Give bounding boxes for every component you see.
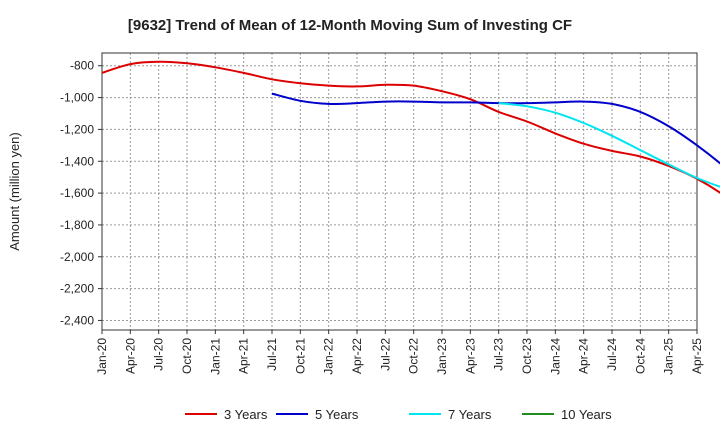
x-tick-label: Jan-23 xyxy=(435,338,449,375)
x-tick-label: Jul-21 xyxy=(265,338,279,371)
series-line-5-years xyxy=(271,92,720,165)
legend-label-5-years: 5 Years xyxy=(315,407,359,422)
y-tick-label: -1,600 xyxy=(60,186,94,200)
x-tick-label: Apr-20 xyxy=(123,338,137,374)
x-tick-label: Oct-21 xyxy=(293,338,307,374)
x-tick-label: Oct-22 xyxy=(407,338,421,374)
y-tick-label: -2,000 xyxy=(60,250,94,264)
y-tick-label: -2,400 xyxy=(60,313,94,327)
x-tick-label: Oct-23 xyxy=(520,338,534,374)
y-axis-label: Amount (million yen) xyxy=(7,132,22,251)
y-tick-label: -800 xyxy=(70,59,94,73)
legend: 3 Years 5 Years 7 Years 10 Years xyxy=(185,407,612,422)
x-tick-label: Apr-23 xyxy=(463,338,477,374)
chart-title: [9632] Trend of Mean of 12-Month Moving … xyxy=(128,17,572,34)
x-tick-label: Jul-24 xyxy=(605,338,619,371)
x-tick-label: Jul-23 xyxy=(492,338,506,371)
series-line-7-years xyxy=(498,102,720,188)
x-tick-label: Jul-20 xyxy=(152,338,166,371)
y-tick-label: -1,800 xyxy=(60,218,94,232)
legend-label-7-years: 7 Years xyxy=(448,407,492,422)
x-tick-label: Jan-21 xyxy=(208,338,222,375)
x-tick-label: Jan-20 xyxy=(95,338,109,375)
y-tick-label: -1,000 xyxy=(60,91,94,105)
x-tick-label: Apr-21 xyxy=(237,338,251,374)
y-tick-label: -1,400 xyxy=(60,154,94,168)
x-tick-label: Apr-24 xyxy=(577,338,591,374)
y-tick-label: -1,200 xyxy=(60,122,94,136)
x-tick-label: Jan-24 xyxy=(548,338,562,375)
x-axis-ticks: Jan-20 Apr-20 Jul-20 Oct-20 Jan-21 Apr-21 Jul-… xyxy=(95,330,704,375)
x-tick-label: Jan-22 xyxy=(322,338,336,375)
x-tick-label: Apr-22 xyxy=(350,338,364,374)
plot-frame xyxy=(101,52,698,331)
x-tick-label: Apr-25 xyxy=(690,338,704,374)
x-tick-label: Oct-20 xyxy=(180,338,194,374)
series-lines xyxy=(101,60,720,194)
y-axis-ticks: -800 -1,000 -1,200 -1,400 -1,600 -1,800 -2,000… xyxy=(60,59,102,327)
x-tick-label: Jan-25 xyxy=(662,338,676,375)
x-tick-label: Oct-24 xyxy=(633,338,647,374)
grid xyxy=(102,53,697,330)
legend-label-10-years: 10 Years xyxy=(561,407,612,422)
y-tick-label: -2,200 xyxy=(60,282,94,296)
x-tick-label: Jul-22 xyxy=(378,338,392,371)
series-line-3-years xyxy=(101,60,720,194)
legend-label-3-years: 3 Years xyxy=(224,407,268,422)
